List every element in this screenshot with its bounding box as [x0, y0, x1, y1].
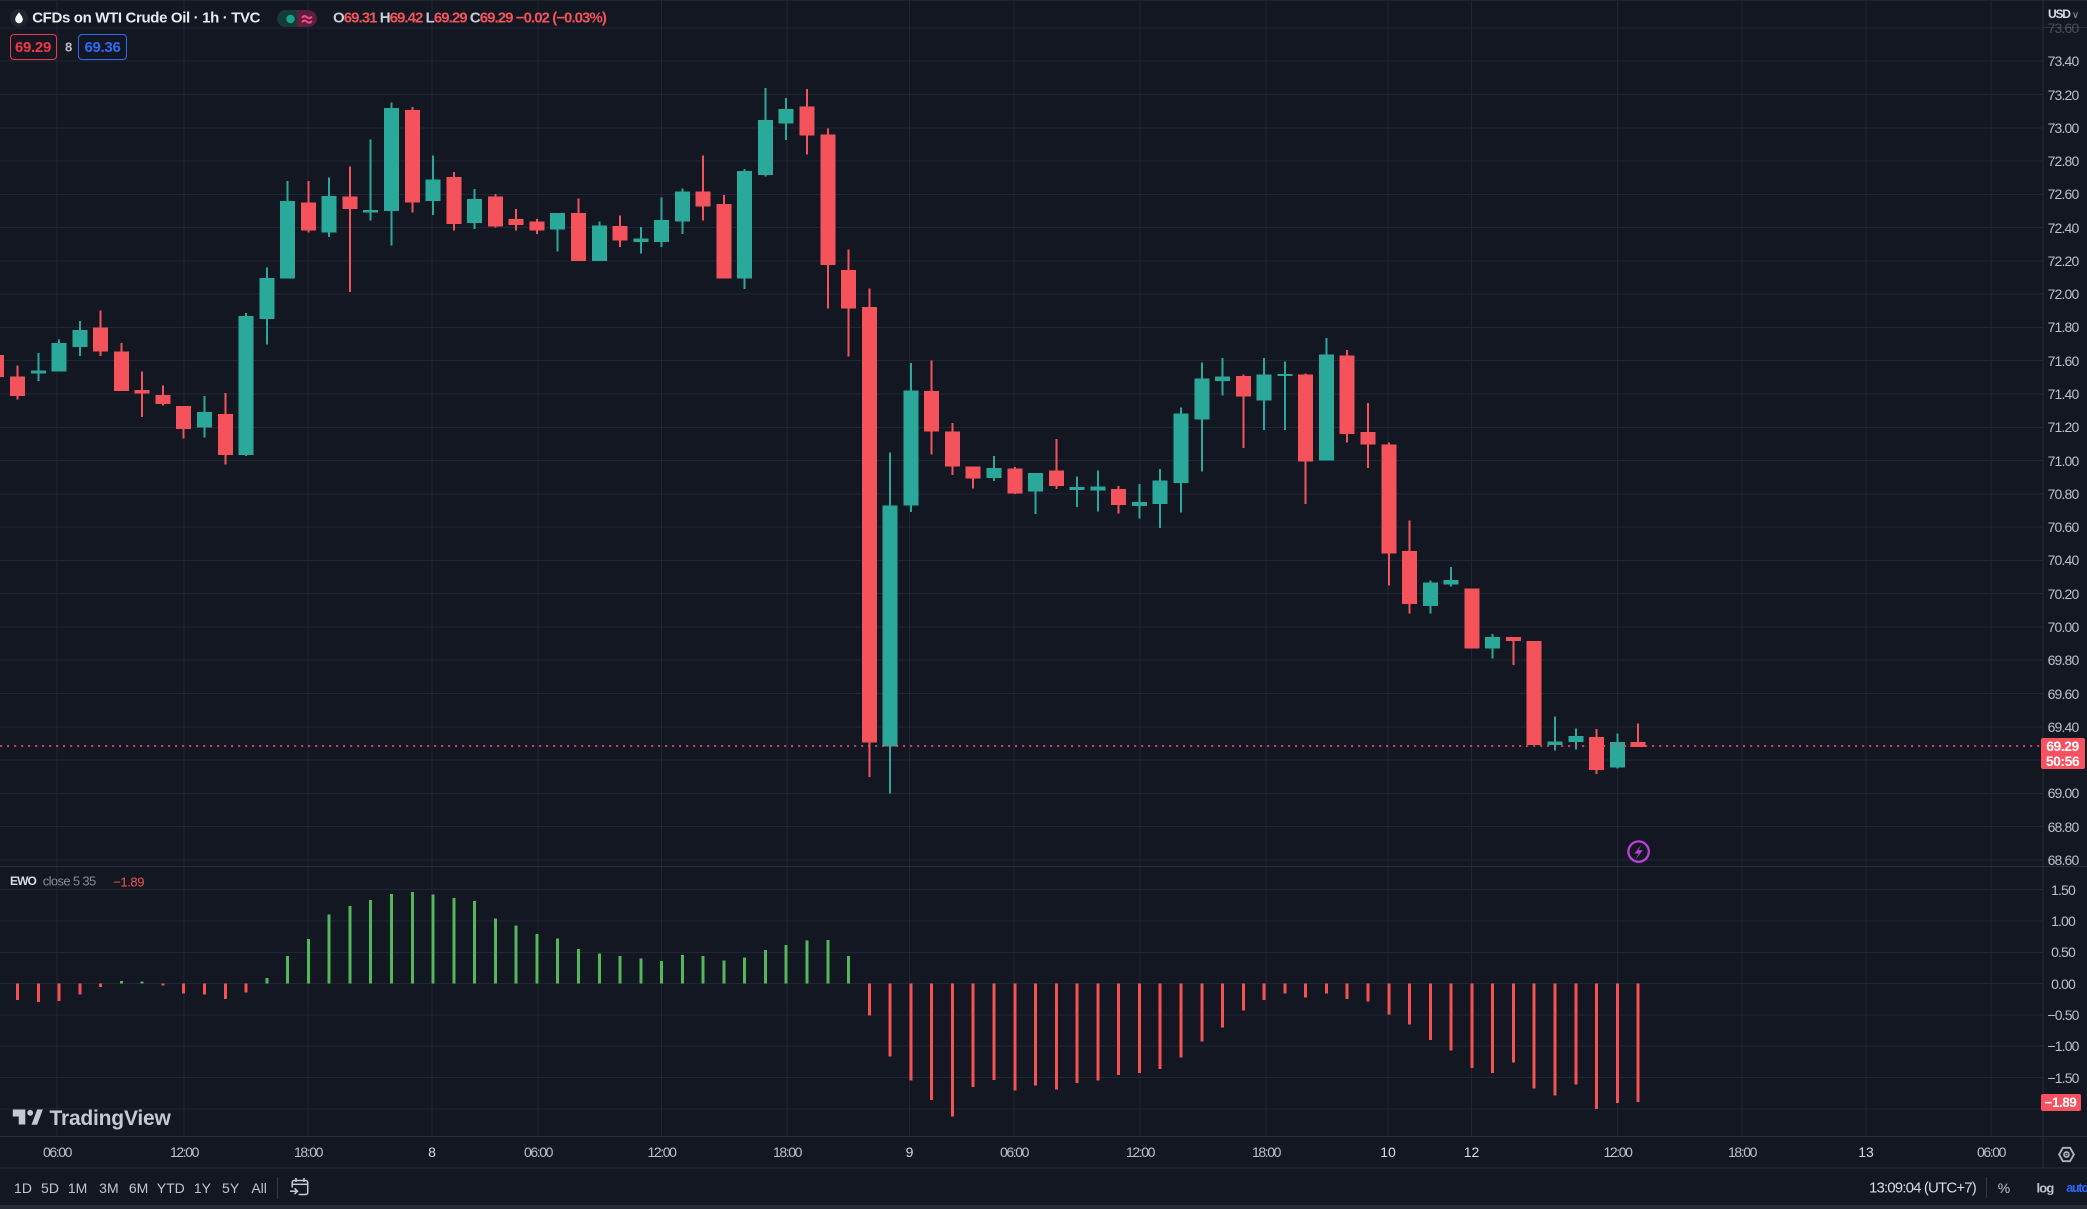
svg-text:TradingView: TradingView: [50, 1108, 172, 1130]
